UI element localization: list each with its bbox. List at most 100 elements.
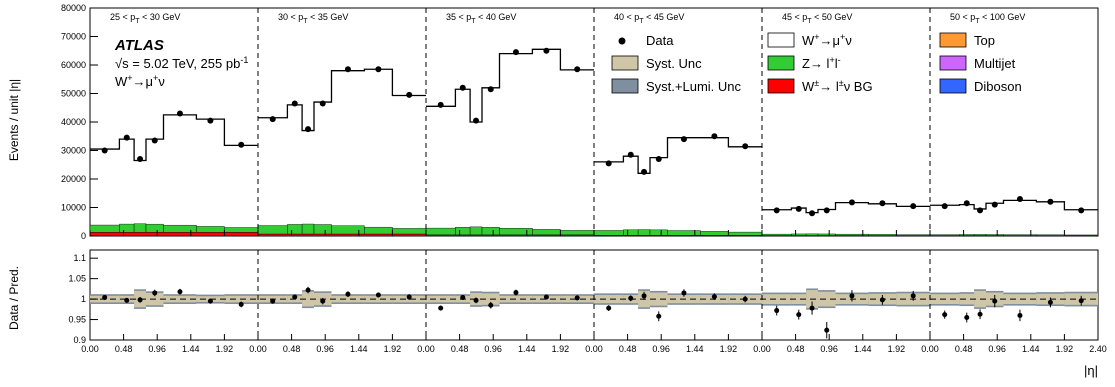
ratio-point [712, 294, 717, 299]
energy-sup: -1 [240, 55, 248, 65]
syst-band [594, 295, 623, 303]
x-tick-label: 0.96 [988, 344, 1006, 354]
x-tick-label: 1.92 [720, 344, 738, 354]
x-tick-label: 0.00 [585, 344, 603, 354]
y-tick-label: 10000 [61, 203, 86, 213]
data-point [488, 86, 494, 92]
y-tick-label: 30000 [61, 146, 86, 156]
data-point [992, 202, 998, 208]
legend-swatch-zll [768, 56, 794, 70]
channel-label: W+→μ+ν [115, 73, 165, 89]
energy-text: √s = 5.02 TeV, 255 pb [115, 56, 240, 71]
zll-stack [623, 230, 638, 235]
zll-stack [470, 227, 482, 235]
legend-label-diboson: Diboson [974, 79, 1022, 94]
x-tick-label: 1.44 [518, 344, 536, 354]
zll-stack [896, 235, 930, 236]
y-tick-label: 60000 [61, 60, 86, 70]
legend-label-syst: Syst. Unc [646, 56, 702, 71]
x-tick-label: 1.44 [1022, 344, 1040, 354]
data-point [574, 66, 580, 72]
data-point [606, 160, 612, 166]
ratio-point [978, 312, 983, 317]
data-point [964, 200, 970, 206]
data-point [809, 210, 815, 216]
legend-label-top: Top [974, 33, 995, 48]
data-point [942, 203, 948, 209]
zll-stack [930, 235, 959, 236]
zll-stack [332, 226, 365, 234]
ratio-point [306, 288, 311, 293]
zll-stack [134, 224, 146, 233]
pt-bin-label: 30 < pT < 35 GeV [278, 12, 348, 25]
data-point [628, 152, 634, 158]
y-tick-label: 1.05 [68, 274, 86, 284]
ratio-point [606, 306, 611, 311]
data-point [742, 143, 748, 149]
x-tick-label: 1.44 [854, 344, 872, 354]
pt-bin-label: 40 < pT < 45 GeV [614, 12, 684, 25]
data-point [473, 118, 479, 124]
legend-swatch-wmunu [768, 33, 794, 47]
zll-stack [532, 229, 560, 234]
x-tick-label: 0.48 [619, 344, 637, 354]
wbg-stack [258, 234, 426, 236]
wbg-stack [90, 232, 258, 236]
ratio-point [575, 295, 580, 300]
data-point [796, 206, 802, 212]
pt-bin-label-text: 45 < p [782, 12, 807, 22]
pt-bin-label-text: 35 < p [446, 12, 471, 22]
ratio-point [152, 290, 157, 295]
legend-label-part: - [838, 55, 841, 65]
ylabel-main: Events / unit |η| [7, 79, 21, 161]
legend-label-part: ν [845, 33, 852, 48]
ratio-point [810, 306, 815, 311]
x-tick-label: 0.48 [283, 344, 301, 354]
ratio-point [911, 293, 916, 298]
channel-w: W [115, 74, 128, 89]
legend-swatch-diboson [940, 79, 966, 93]
ratio-point [474, 298, 479, 303]
wmunu-histogram [258, 69, 426, 130]
data-point [543, 48, 549, 54]
pt-bin-label-rest: < 50 GeV [812, 12, 853, 22]
data-point [406, 92, 412, 98]
x-tick-label: 1.44 [686, 344, 704, 354]
data-point [910, 203, 916, 209]
y-tick-label: 1 [81, 294, 86, 304]
zll-stack [638, 230, 650, 236]
x-tick-label: 0.00 [753, 344, 771, 354]
ratio-point [849, 293, 854, 298]
ylabel-ratio: Data / Pred. [7, 266, 21, 330]
zll-stack [594, 230, 623, 235]
y-tick-label: 0 [81, 231, 86, 241]
zll-stack [974, 234, 986, 235]
legend-label-part: W [802, 33, 815, 48]
legend-label-part: →μ [820, 33, 841, 48]
zll-stack [986, 234, 1004, 235]
data-point [207, 118, 213, 124]
x-tick-label: 1.92 [1056, 344, 1074, 354]
wmunu-histogram [426, 49, 594, 122]
ratio-point [642, 293, 647, 298]
energy-label: √s = 5.02 TeV, 255 pb-1 [115, 55, 248, 71]
legend-label-part: Z→ l [802, 56, 830, 71]
x-tick-label: 1.44 [350, 344, 368, 354]
legend-label-wbg: W±→ l±ν BG [802, 78, 873, 94]
zll-stack [482, 227, 500, 235]
ratio-point [345, 292, 350, 297]
data-point [849, 199, 855, 205]
legend-swatch-top [940, 33, 966, 47]
zll-stack [836, 234, 869, 235]
data-point [879, 200, 885, 206]
pt-bin-label: 25 < pT < 30 GeV [110, 12, 180, 25]
legend-marker-data [619, 38, 626, 45]
x-tick-label: 0.00 [249, 344, 267, 354]
x-tick-label: 2.40 [1089, 344, 1107, 354]
ratio-point [656, 314, 661, 319]
data-point [345, 66, 351, 72]
zll-stack [392, 228, 426, 234]
legend-label-part: → l [819, 79, 839, 94]
y-tick-label: 20000 [61, 174, 86, 184]
